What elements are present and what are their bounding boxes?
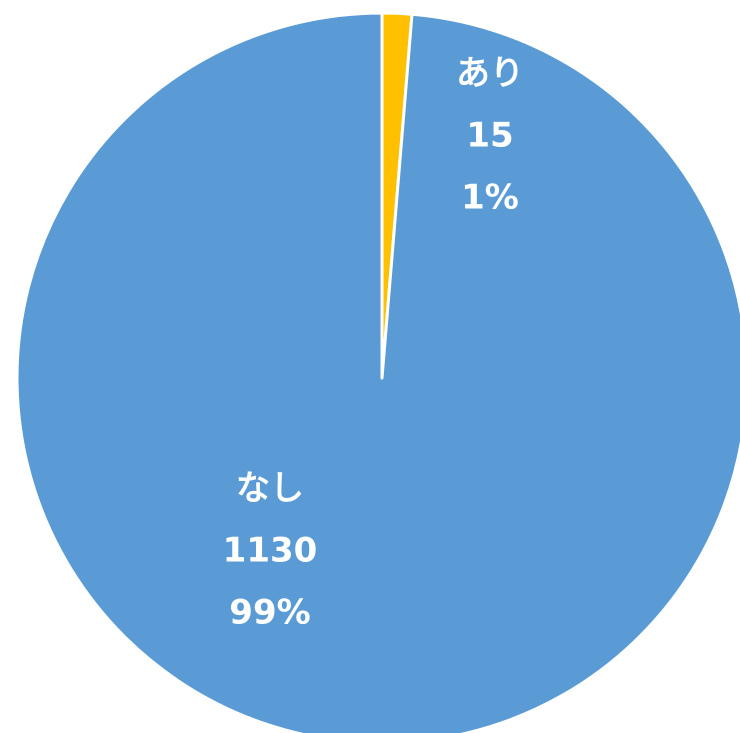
pie-slice bbox=[15, 11, 740, 733]
slice-category-label: なし bbox=[236, 469, 304, 509]
slice-value-label: 15 bbox=[466, 116, 513, 156]
slice-percent-label: 99% bbox=[229, 593, 310, 633]
slice-value-label: 1130 bbox=[223, 531, 318, 571]
slice-category-label: あり bbox=[456, 54, 524, 94]
slice-percent-label: 1% bbox=[461, 178, 519, 218]
